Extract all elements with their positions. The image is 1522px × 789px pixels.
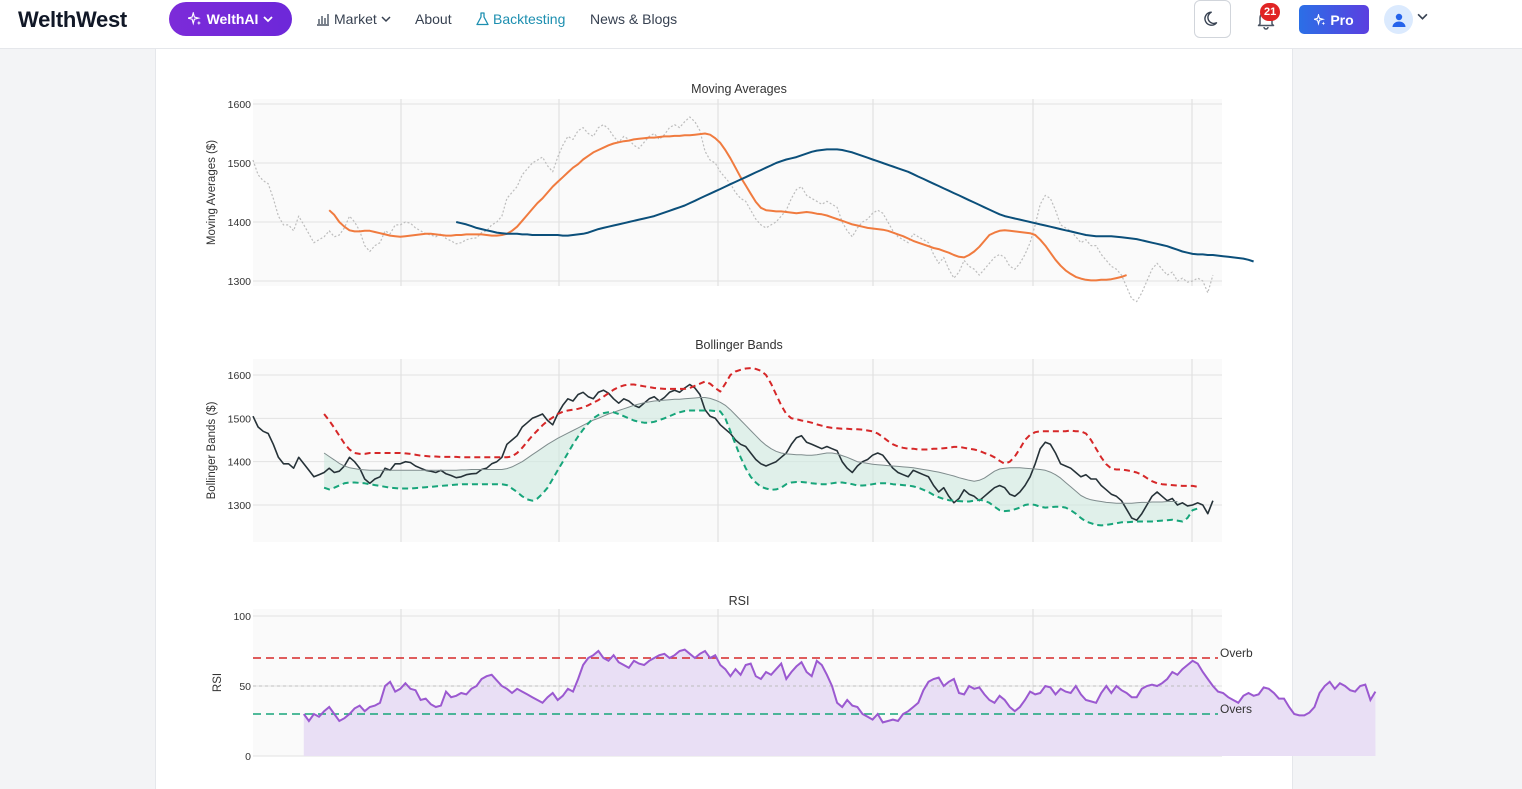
upper-band-line — [323, 367, 1198, 488]
chart-title: Moving Averages — [691, 82, 787, 96]
reference-line-label: Overb — [1220, 646, 1253, 660]
chart-title: Bollinger Bands — [695, 338, 783, 352]
nav-market-label: Market — [334, 11, 377, 27]
chart-0: 1600 1500 1400 1300 Moving Averages Moving Av… — [206, 82, 1254, 303]
chevron-down-icon — [263, 16, 274, 23]
rsi-area — [303, 649, 1376, 756]
nav-about[interactable]: About — [415, 11, 452, 27]
chart-1: 1600 1500 1400 1300 Bollinger Bands Bollinger… — [206, 338, 1222, 542]
brand-logo[interactable]: WelthWest — [18, 7, 127, 32]
y-tick-label: 1300 — [228, 276, 252, 288]
sparkles-icon — [1314, 13, 1326, 26]
notification-badge: 21 — [1260, 3, 1281, 21]
pro-label: Pro — [1330, 11, 1354, 28]
y-tick-label: 1600 — [228, 99, 252, 111]
top-navbar: WelthWest WelthAI Market About Backtesti… — [0, 0, 1522, 49]
band-fill — [324, 397, 1198, 526]
y-tick-label: 1400 — [228, 217, 252, 229]
reference-line-label: Overs — [1220, 702, 1252, 716]
nav-news-label: News & Blogs — [590, 11, 678, 27]
price-line — [252, 383, 1214, 521]
y-tick-label: 1400 — [228, 457, 252, 469]
y-tick-label: 50 — [239, 681, 251, 693]
bar-chart-icon — [317, 14, 329, 26]
flask-icon — [476, 12, 489, 26]
y-tick-label: 1300 — [228, 500, 252, 512]
user-icon — [1392, 13, 1405, 27]
plot-area — [253, 99, 1222, 286]
avatar[interactable] — [1384, 5, 1413, 34]
rsi-line — [302, 648, 1377, 724]
y-tick-label: 1500 — [228, 158, 252, 170]
nav-backtesting[interactable]: Backtesting — [476, 11, 565, 27]
moon-icon — [1203, 11, 1217, 26]
chart-title: RSI — [729, 594, 750, 608]
y-tick-label: 0 — [245, 751, 251, 763]
y-axis-label: Bollinger Bands ($) — [206, 401, 218, 499]
y-axis-label: RSI — [212, 673, 224, 692]
short-moving-average-line — [328, 132, 1127, 282]
y-tick-label: 100 — [233, 611, 251, 623]
y-tick-label: 1600 — [228, 370, 252, 382]
pro-button[interactable]: Pro — [1299, 5, 1369, 34]
welthai-button[interactable]: WelthAI — [169, 2, 292, 36]
price-line — [252, 116, 1214, 303]
nav-news-blogs[interactable]: News & Blogs — [590, 11, 677, 27]
nav-backtesting-label: Backtesting — [493, 11, 566, 27]
welthai-label: WelthAI — [206, 11, 259, 27]
chart-2: 100 50 0 RSI RSI Overb Overs — [212, 594, 1377, 763]
long-moving-average-line — [455, 148, 1254, 263]
theme-toggle-button[interactable] — [1194, 0, 1231, 38]
nav-market[interactable]: Market — [316, 11, 391, 27]
y-tick-label: 1500 — [228, 413, 252, 425]
chevron-down-icon[interactable] — [1417, 11, 1428, 22]
nav-about-label: About — [415, 11, 452, 27]
middle-band-line — [323, 397, 1178, 504]
y-axis-label: Moving Averages ($) — [206, 140, 218, 245]
chevron-down-icon — [381, 16, 391, 23]
sparkles-icon — [187, 12, 201, 26]
